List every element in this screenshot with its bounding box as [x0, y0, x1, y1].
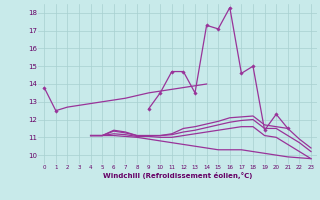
X-axis label: Windchill (Refroidissement éolien,°C): Windchill (Refroidissement éolien,°C) — [103, 172, 252, 179]
